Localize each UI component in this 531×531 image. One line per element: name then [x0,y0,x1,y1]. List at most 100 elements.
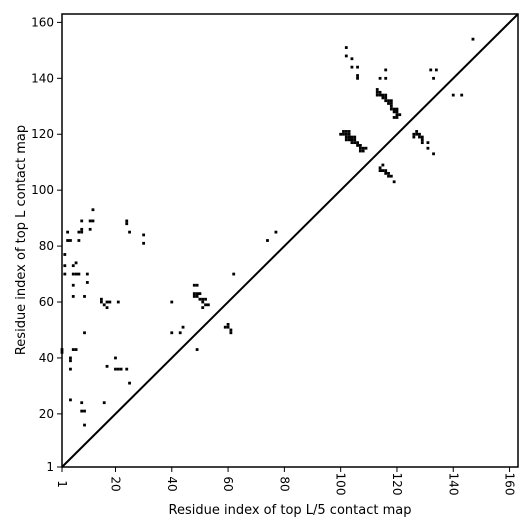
contact-point [128,381,131,385]
contact-point [353,138,357,142]
contact-point [80,219,84,223]
contact-point [125,219,129,223]
y-axis-label: Residue index of top L contact map [14,125,29,355]
contact-point [274,230,278,234]
contact-point [418,132,421,136]
contact-point [63,264,67,268]
contact-point [384,169,388,172]
contact-point [229,331,233,335]
contact-point [356,74,359,77]
contact-point [398,113,402,117]
contact-point [342,130,345,133]
x-axis-ticks: 1 20 40 60 80 100 120 140 160 [55,467,517,495]
x-tick-label: 60 [221,476,235,491]
contact-point [358,144,362,147]
contact-point [432,76,435,80]
contact-point [361,146,365,150]
contact-point [384,99,388,103]
contact-point [381,96,385,100]
contact-point [451,93,455,97]
contact-point [85,272,89,276]
contact-point [83,409,86,413]
contact-point [80,230,84,234]
contact-point [384,96,388,100]
contact-point [119,367,123,371]
contact-point [80,401,84,405]
contact-point [69,359,72,363]
contact-point [198,292,202,296]
contact-point [378,166,382,170]
contact-point [71,272,75,276]
contact-point [434,68,438,72]
y-tick-label: 160 [31,15,54,29]
contact-point [387,102,390,105]
contact-point [378,93,382,97]
contact-point [114,367,117,371]
contact-point [344,132,348,136]
contact-point [192,292,196,296]
contact-point [375,88,379,91]
contact-point [226,325,230,329]
contact-point [91,219,95,223]
contact-point [102,401,106,405]
contact-point [381,169,385,172]
contact-point [347,130,351,133]
contact-point [350,135,354,139]
contact-point [102,303,106,307]
contact-point [181,325,185,329]
contact-point [74,348,78,351]
contact-point [80,409,84,413]
contact-point [339,132,343,136]
contact-point [69,239,72,242]
contact-point [392,107,396,111]
contact-point [77,239,81,242]
contact-point [392,110,396,114]
contact-point [66,239,70,242]
contact-point [392,180,396,184]
y-tick-label: 40 [39,351,54,365]
contact-point [71,283,75,287]
contact-point [347,135,351,139]
contact-point [356,76,359,80]
contact-point [395,113,399,117]
contact-point [378,90,382,94]
contact-point [69,367,72,371]
contact-point [195,348,199,351]
contact-point [381,163,385,167]
contact-point [108,300,112,304]
contact-point [395,110,399,114]
contact-point [344,130,348,133]
contact-point [60,348,64,351]
contact-point [223,325,227,329]
contact-point [192,295,196,298]
contact-point [389,104,393,108]
contact-point [85,281,89,284]
y-tick-label: 100 [31,183,54,197]
contact-point [74,261,78,265]
contact-point [420,138,424,142]
contact-point [91,208,95,212]
contact-point [105,306,109,310]
contact-point [201,300,205,304]
contact-point [204,297,207,301]
x-tick-label: 80 [277,476,291,491]
y-tick-label: 20 [39,407,54,421]
x-tick-label: 20 [108,476,122,491]
contact-point [232,272,236,276]
contact-point [375,90,379,94]
contact-point [429,68,433,72]
contact-point [88,227,92,231]
diagonal-line [61,13,519,468]
contact-point [71,348,75,351]
contact-point [426,146,430,150]
contact-point [80,227,84,231]
contact-point [412,132,416,136]
x-tick-label: 120 [390,473,404,496]
contact-point [74,272,78,276]
contact-point [378,169,382,172]
contact-point [344,54,348,58]
contact-point [60,350,64,354]
contact-point [378,76,382,80]
